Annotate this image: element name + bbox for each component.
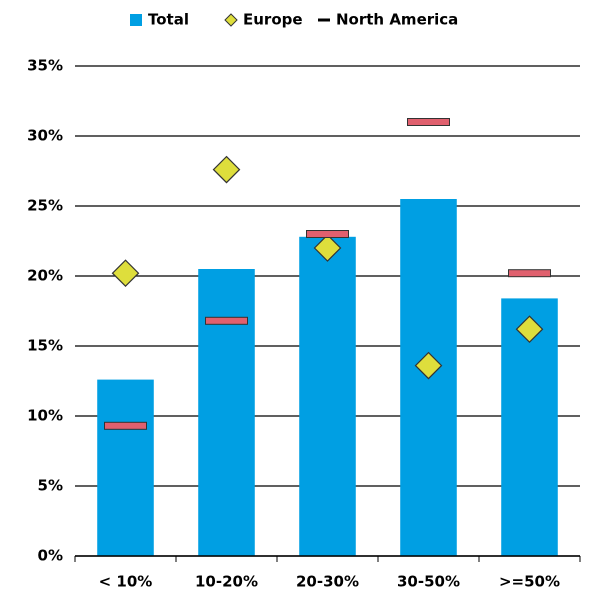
y-tick-label: 10% xyxy=(27,407,63,425)
diamond-marker xyxy=(515,315,544,344)
y-tick-label: 35% xyxy=(27,57,63,75)
bar xyxy=(97,379,154,556)
diamond-marker xyxy=(414,351,443,380)
dash-marker xyxy=(104,421,147,430)
y-tick-label: 30% xyxy=(27,127,63,145)
y-tick-label: 0% xyxy=(38,547,63,565)
x-tick-label: 30-50% xyxy=(397,573,460,591)
legend-swatch xyxy=(224,13,238,27)
legend-label: Total xyxy=(148,11,189,29)
x-tick-label: < 10% xyxy=(99,573,153,591)
legend-label: North America xyxy=(336,11,458,29)
legend-swatch xyxy=(130,14,142,26)
y-tick-label: 20% xyxy=(27,267,63,285)
y-tick-label: 25% xyxy=(27,197,63,215)
bar xyxy=(198,269,255,556)
dash-marker xyxy=(306,230,349,238)
bar xyxy=(299,236,356,557)
x-tick-label: 10-20% xyxy=(195,573,258,591)
y-tick-label: 5% xyxy=(38,477,63,495)
x-tick-label: >=50% xyxy=(499,573,560,591)
legend-label: Europe xyxy=(243,11,303,29)
legend-swatch xyxy=(318,18,330,22)
dash-marker xyxy=(508,269,551,278)
x-tick-label: 20-30% xyxy=(296,573,359,591)
y-tick-label: 15% xyxy=(27,337,63,355)
dash-marker xyxy=(407,118,450,126)
diamond-marker xyxy=(313,234,342,262)
diamond-marker xyxy=(111,259,140,288)
diamond-marker xyxy=(212,155,241,184)
dash-marker xyxy=(205,316,248,325)
